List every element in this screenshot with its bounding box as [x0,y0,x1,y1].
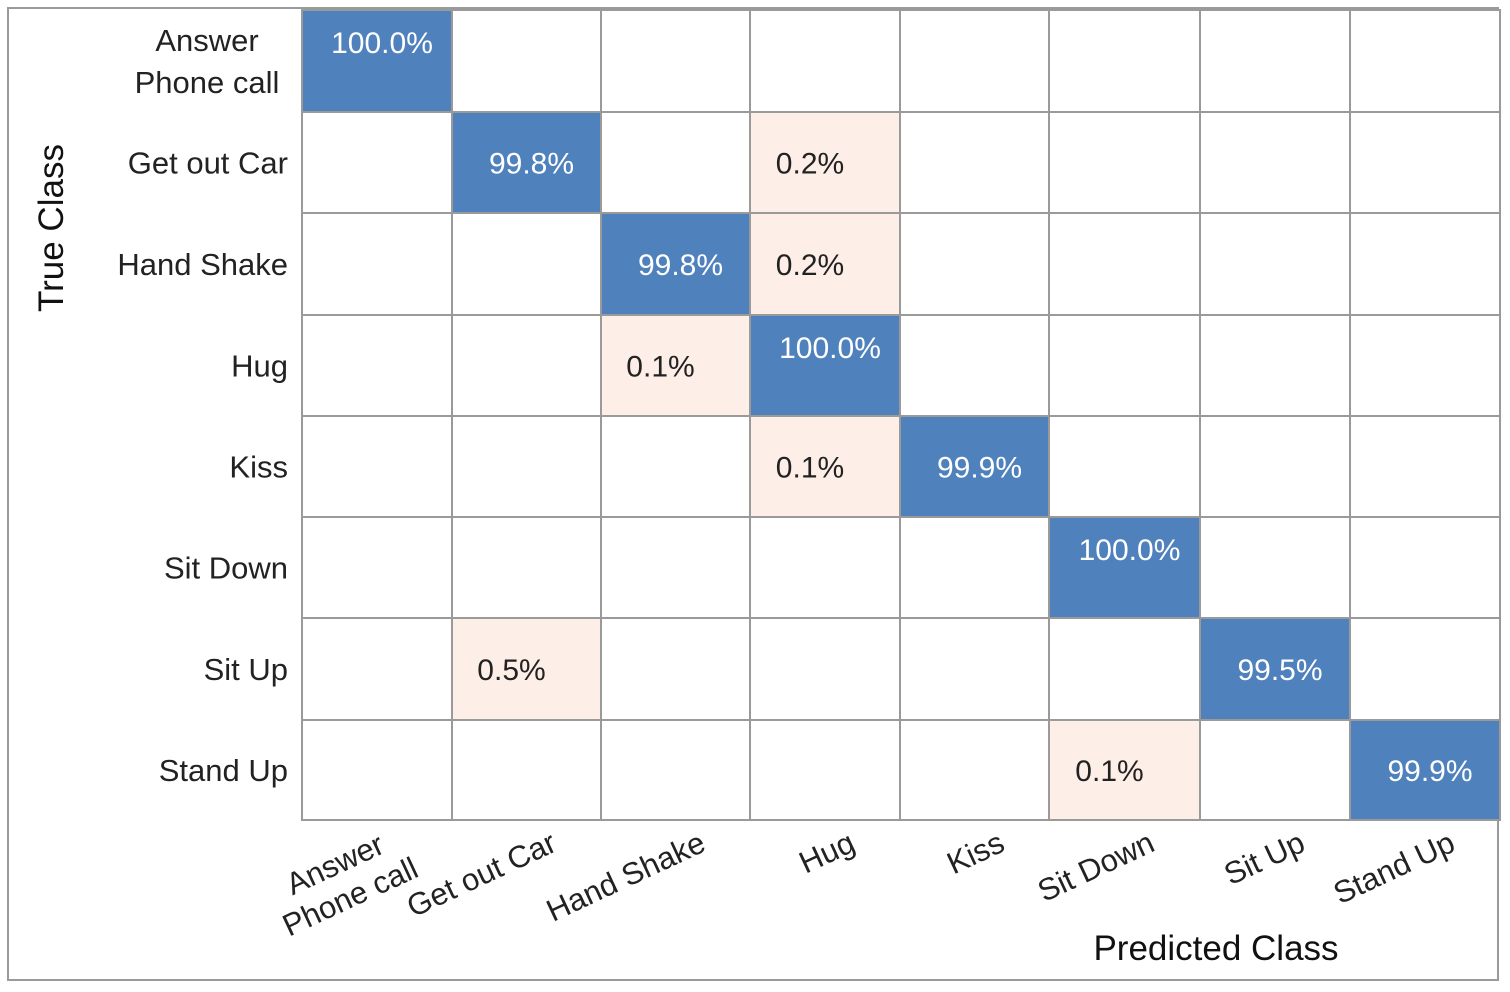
matrix-cell [301,212,453,316]
matrix-cell [301,617,453,721]
y-tick-label: Sit Down [164,551,288,586]
matrix-cell [1199,719,1351,821]
matrix-cell [899,9,1050,113]
matrix-cell [1048,212,1201,316]
cell-value-label: 99.9% [1387,755,1472,788]
cell-value-label: 99.8% [489,148,574,181]
y-tick-label: Get out Car [128,146,288,181]
matrix-cell [1048,516,1201,619]
matrix-cell [1199,314,1351,417]
cell-value-label: 100.0% [331,27,433,60]
matrix-cell [749,516,901,619]
matrix-cell [1048,617,1201,721]
matrix-cell [1349,516,1501,619]
matrix-cell [451,415,602,518]
y-tick-label: Hand Shake [117,247,288,282]
matrix-cell [600,516,751,619]
cell-value-label: 0.1% [626,351,694,384]
matrix-cell [451,516,602,619]
matrix-cell [1349,111,1501,214]
matrix-cell [899,111,1050,214]
x-axis-title: Predicted Class [1093,929,1338,968]
matrix-cell [451,111,602,214]
matrix-cell [749,617,901,721]
matrix-cell [600,719,751,821]
matrix-cell [301,415,453,518]
matrix-cell [899,415,1050,518]
matrix-cell [451,212,602,316]
matrix-cell [301,9,453,113]
y-tick-label: Hug [231,349,288,384]
matrix-cell [749,9,901,113]
y-tick-label: Kiss [229,450,288,485]
matrix-cell [749,314,901,417]
matrix-cell [899,212,1050,316]
cell-value-label: 0.1% [776,452,844,485]
y-axis-title: True Class [32,144,71,312]
matrix-cell [600,111,751,214]
matrix-cell [600,617,751,721]
matrix-cell [1048,9,1201,113]
matrix-cell [899,719,1050,821]
matrix-cell [1199,9,1351,113]
matrix-cell [899,314,1050,417]
matrix-cell [749,111,901,214]
cell-value-label: 99.5% [1237,654,1322,687]
y-tick-label: Answer Phone call [135,23,280,100]
matrix-cell [1199,516,1351,619]
matrix-cell [1349,719,1501,821]
matrix-cell [1048,111,1201,214]
matrix-cell [1199,212,1351,316]
matrix-cell [899,617,1050,721]
matrix-cell [600,9,751,113]
matrix-cell [1349,415,1501,518]
matrix-cell [301,314,453,417]
matrix-cell [1199,617,1351,721]
matrix-cell [1048,314,1201,417]
cell-value-label: 0.5% [477,654,545,687]
cell-value-label: 100.0% [1079,534,1181,567]
matrix-cell [1199,111,1351,214]
cell-value-label: 100.0% [779,332,881,365]
matrix-cell [451,719,602,821]
matrix-cell [1199,415,1351,518]
cell-value-label: 0.2% [776,249,844,282]
matrix-cell [451,9,602,113]
matrix-cell [1349,9,1501,113]
matrix-cell [301,719,453,821]
cell-value-label: 99.8% [638,249,723,282]
cell-value-label: 0.2% [776,148,844,181]
matrix-cell [600,415,751,518]
matrix-cell [749,719,901,821]
matrix-cell [600,314,751,417]
matrix-cell [899,516,1050,619]
matrix-cell [301,516,453,619]
matrix-cell [1349,617,1501,721]
matrix-cell [1349,314,1501,417]
cell-value-label: 0.1% [1075,755,1143,788]
matrix-cell [1349,212,1501,316]
y-tick-label: Sit Up [204,652,288,687]
matrix-cell [301,111,453,214]
cell-value-label: 99.9% [937,452,1022,485]
matrix-cell [451,314,602,417]
matrix-cell [1048,415,1201,518]
y-tick-label: Stand Up [159,753,288,788]
